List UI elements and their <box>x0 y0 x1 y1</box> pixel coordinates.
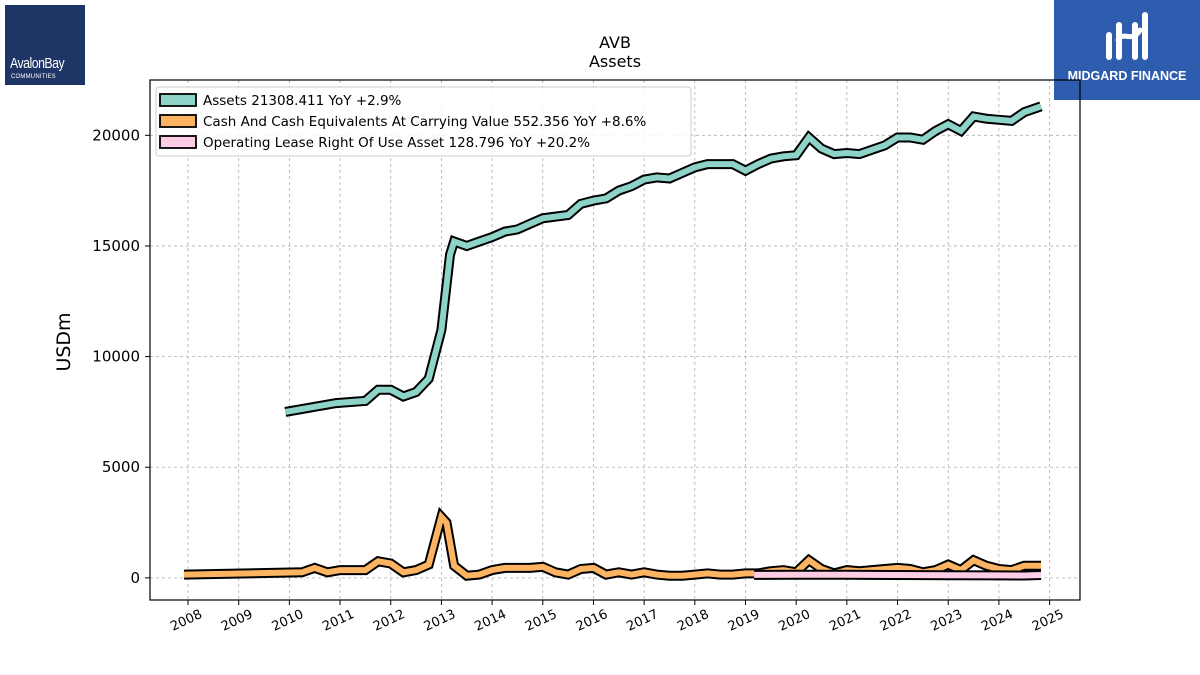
x-tick-label: 2009 <box>219 607 255 635</box>
series-lines <box>183 101 1043 581</box>
y-axis-label: USDm <box>53 312 75 371</box>
legend-item-assets: Assets 21308.411 YoY +2.9% <box>159 93 402 109</box>
x-tick-label: 2020 <box>777 607 813 635</box>
x-tick-label: 2021 <box>827 607 863 635</box>
legend-box <box>155 86 692 157</box>
grid <box>150 80 1080 600</box>
chart-title: AVB <box>599 33 631 52</box>
legend-swatch-lease <box>159 135 197 149</box>
series-line-lease <box>754 571 1042 579</box>
x-tick-label: 2016 <box>574 607 610 635</box>
legend-swatch-assets <box>159 93 197 107</box>
y-tick-label: 0 <box>130 569 140 587</box>
x-tick-label: 2025 <box>1030 607 1066 635</box>
legend: Assets 21308.411 YoY +2.9% Cash And Cash… <box>155 86 692 157</box>
series-line-assets <box>284 103 1042 415</box>
x-tick-label: 2014 <box>472 607 508 635</box>
series-line-cash <box>183 510 1041 579</box>
x-tick-label: 2013 <box>422 607 458 635</box>
midgard-finance-logo: MIDGARD FINANCE <box>1054 0 1200 100</box>
x-tick-label: 2018 <box>675 607 711 635</box>
avalonbay-logo-name: AvalonBay <box>10 55 65 72</box>
legend-item-cash: Cash And Cash Equivalents At Carrying Va… <box>159 114 647 130</box>
chart-subtitle: Assets <box>589 52 641 71</box>
y-tick-label: 15000 <box>92 237 140 255</box>
x-tick-label: 2008 <box>168 607 204 635</box>
avalonbay-logo: AvalonBay COMMUNITIES <box>5 5 85 85</box>
x-tick-label: 2017 <box>624 607 660 635</box>
x-tick-label: 2015 <box>523 607 559 635</box>
legend-swatch-cash <box>159 114 197 128</box>
legend-text-assets: Assets 21308.411 YoY +2.9% <box>203 93 402 109</box>
x-tick-label: 2023 <box>929 607 965 635</box>
avalonbay-logo-sub: COMMUNITIES <box>11 74 56 80</box>
legend-item-lease: Operating Lease Right Of Use Asset 128.7… <box>159 135 590 151</box>
legend-text-lease: Operating Lease Right Of Use Asset 128.7… <box>203 135 590 151</box>
y-tick-label: 10000 <box>92 348 140 366</box>
x-tick-label: 2022 <box>878 607 914 635</box>
x-tick-label: 2011 <box>320 607 356 635</box>
x-tick-label: 2012 <box>371 607 407 635</box>
x-tick-label: 2019 <box>726 607 762 635</box>
midgard-logo-mark-icon <box>1106 12 1148 60</box>
y-tick-label: 20000 <box>92 126 140 144</box>
midgard-logo-name: MIDGARD FINANCE <box>1067 69 1187 83</box>
plot-frame <box>149 79 1081 601</box>
x-tick-label: 2024 <box>979 607 1015 635</box>
y-tick-label: 5000 <box>102 458 140 476</box>
x-tick-label: 2010 <box>270 607 306 635</box>
legend-text-cash: Cash And Cash Equivalents At Carrying Va… <box>203 114 647 130</box>
